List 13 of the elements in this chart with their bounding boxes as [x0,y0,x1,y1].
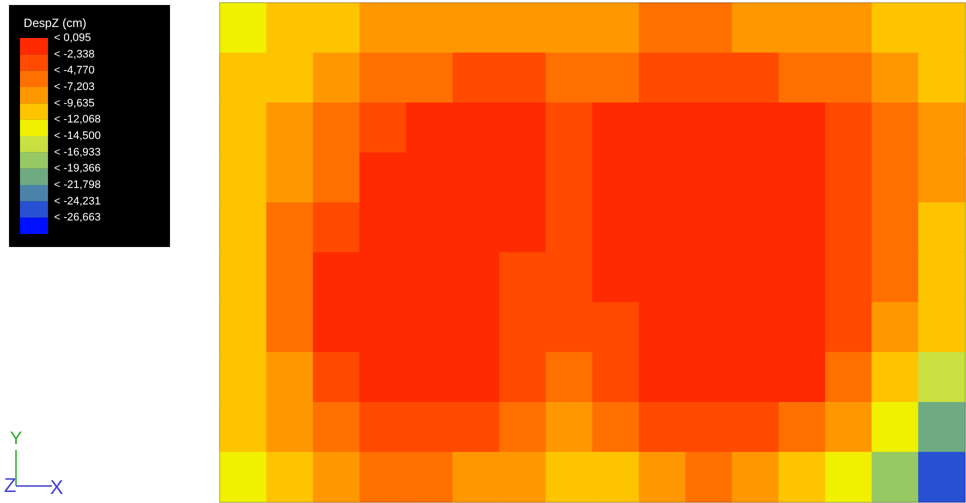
color-bar-label: < -16,933 [54,146,101,158]
color-bar-label: < -4,770 [54,64,95,77]
color-bar-label: < 0,095 [54,32,92,44]
color-bar-label: < -24,231 [54,195,101,208]
color-bar-label: < -12,068 [54,114,101,126]
color-bar-label: < -2,338 [54,48,95,60]
color-bar-title: DespZ (cm) [24,16,86,30]
color-bar-label: < -7,203 [54,81,95,93]
color-bar-label: < -21,798 [54,179,101,191]
color-bar-label: < -14,500 [54,130,101,142]
color-bar-label: < -26,663 [54,212,101,224]
color-bar-label: < -9,635 [54,97,95,110]
color-bar-label: < -19,366 [54,162,101,175]
